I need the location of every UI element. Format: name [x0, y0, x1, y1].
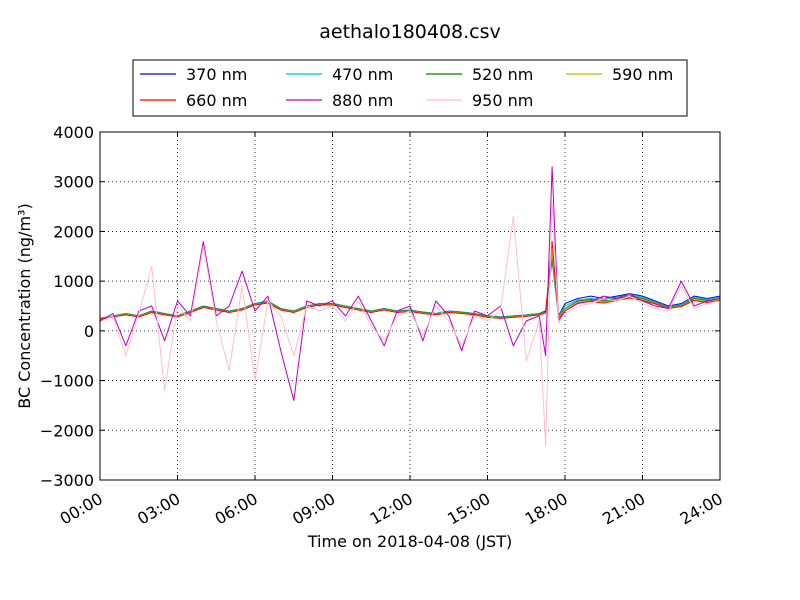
series-line-660-nm	[100, 240, 720, 320]
legend-label-590-nm: 590 nm	[612, 65, 673, 84]
legend-label-660-nm: 660 nm	[186, 91, 247, 110]
legend-label-880-nm: 880 nm	[332, 91, 393, 110]
y-tick-label: 2000	[53, 222, 94, 241]
chart-title: aethalo180408.csv	[319, 21, 501, 43]
legend-label-370-nm: 370 nm	[186, 65, 247, 84]
y-axis: −3000 −2000 −1000 0 1000 2000 3000 4000	[40, 123, 720, 490]
y-tick-label: 4000	[53, 123, 94, 142]
legend-label-950-nm: 950 nm	[472, 91, 533, 110]
y-tick-label: −3000	[40, 471, 94, 490]
legend-label-520-nm: 520 nm	[472, 65, 533, 84]
legend-frame	[132, 59, 688, 117]
legend: 370 nm 470 nm 520 nm 590 nm 660 nm 880 nm 950 …	[132, 59, 688, 117]
y-tick-label: 1000	[53, 272, 94, 291]
legend-label-470-nm: 470 nm	[332, 65, 393, 84]
series-line-880-nm	[100, 166, 720, 401]
y-tick-label: −2000	[40, 421, 94, 440]
y-tick-label: −1000	[40, 372, 94, 391]
x-axis-label: Time on 2018-04-08 (JST)	[307, 532, 512, 551]
y-axis-label: BC Concentration (ng/m³)	[15, 203, 34, 408]
y-tick-label: 0	[84, 322, 94, 341]
y-tick-label: 3000	[53, 173, 94, 192]
grid-lines	[100, 132, 720, 480]
series-line-950-nm	[100, 201, 720, 446]
series-lines	[100, 166, 720, 446]
